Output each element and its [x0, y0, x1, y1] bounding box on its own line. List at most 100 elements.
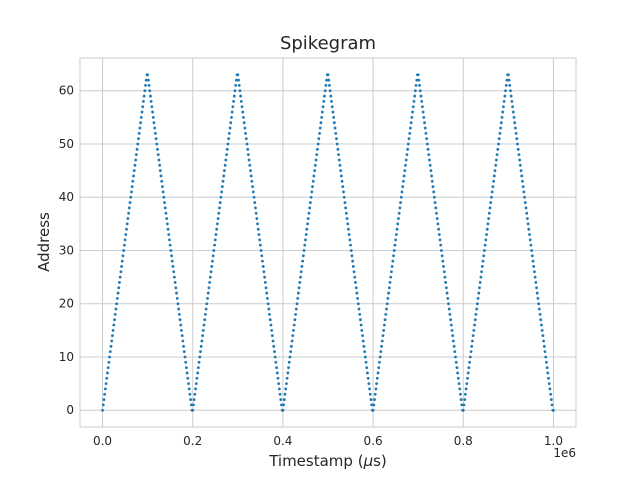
- spike-point: [351, 265, 355, 268]
- spike-point: [115, 302, 119, 306]
- spike-point: [400, 190, 404, 194]
- spike-point: [155, 142, 159, 146]
- spike-point: [239, 94, 243, 98]
- spike-point: [270, 334, 274, 338]
- spike-point: [322, 99, 326, 103]
- spike-point: [431, 185, 435, 188]
- spike-point: [501, 110, 505, 114]
- spike-point: [329, 94, 333, 98]
- spike-point: [232, 94, 236, 98]
- spike-point: [211, 259, 214, 263]
- spike-point: [158, 163, 162, 167]
- x-axis-label-suffix: s): [373, 452, 387, 470]
- spike-point: [219, 195, 223, 199]
- spike-point: [235, 78, 238, 82]
- spike-point: [366, 376, 370, 380]
- spike-point: [406, 142, 410, 146]
- spike-point: [449, 323, 453, 327]
- spike-point: [448, 312, 452, 316]
- spike-point: [269, 323, 273, 327]
- spike-point: [483, 249, 486, 252]
- spike-point: [538, 312, 542, 316]
- spike-point: [188, 392, 192, 396]
- y-tick-label: 30: [59, 243, 74, 257]
- spike-point: [462, 403, 466, 407]
- spike-point: [238, 89, 242, 93]
- spike-point: [323, 89, 327, 93]
- spike-point: [135, 147, 139, 151]
- spike-point: [132, 169, 136, 173]
- spike-point: [430, 179, 434, 183]
- spike-point: [514, 131, 518, 135]
- spike-point: [215, 222, 219, 226]
- spike-point: [423, 126, 427, 130]
- spike-point: [542, 344, 546, 348]
- spike-point: [445, 291, 449, 295]
- spike-point: [170, 259, 174, 263]
- spike-point: [341, 185, 345, 188]
- spike-point: [191, 408, 195, 412]
- spike-point: [418, 84, 421, 87]
- spike-point: [306, 217, 310, 220]
- spike-point: [325, 78, 328, 82]
- spike-point: [403, 169, 407, 173]
- spike-point: [404, 158, 408, 162]
- spike-point: [253, 201, 257, 204]
- spike-point: [215, 227, 219, 231]
- spike-point: [413, 94, 417, 98]
- spike-point: [228, 126, 232, 130]
- spike-point: [182, 350, 186, 354]
- spike-point: [177, 312, 181, 316]
- spike-point: [331, 110, 335, 114]
- spike-point: [205, 302, 209, 306]
- spike-point: [541, 334, 545, 338]
- spike-point: [237, 84, 241, 87]
- spike-point: [509, 89, 512, 93]
- spike-point: [392, 254, 395, 258]
- spike-point: [279, 398, 283, 401]
- spike-point: [351, 259, 355, 263]
- y-tick-label: 0: [66, 403, 74, 417]
- y-tick-label: 40: [59, 190, 74, 204]
- spike-point: [367, 382, 371, 386]
- spike-point: [112, 323, 116, 327]
- spike-point: [149, 94, 152, 98]
- spike-point: [106, 366, 110, 370]
- spike-point: [143, 89, 147, 93]
- spike-point: [432, 195, 436, 199]
- spike-point: [274, 360, 278, 364]
- plot-area: [79, 57, 577, 428]
- spike-point: [490, 195, 493, 199]
- spike-point: [223, 163, 227, 167]
- spike-point: [258, 238, 262, 242]
- spike-point: [142, 99, 145, 103]
- spike-point: [119, 270, 123, 274]
- spike-point: [423, 121, 426, 125]
- spike-point: [330, 99, 333, 103]
- spike-point: [416, 73, 420, 77]
- spike-point: [193, 392, 197, 396]
- spike-point: [473, 318, 477, 322]
- spike-point: [340, 179, 344, 183]
- spike-point: [533, 270, 536, 274]
- spike-point: [428, 158, 431, 162]
- spike-point: [256, 222, 259, 226]
- spike-point: [273, 355, 277, 359]
- spike-point: [361, 339, 365, 343]
- spike-point: [424, 131, 428, 135]
- spike-point: [394, 238, 398, 242]
- spike-point: [168, 243, 172, 247]
- spike-point: [158, 169, 162, 173]
- spike-point: [387, 286, 391, 290]
- spike-point: [477, 291, 481, 295]
- spike-point: [378, 355, 382, 359]
- spike-point: [251, 190, 255, 194]
- spike-point: [110, 339, 114, 343]
- spike-point: [358, 312, 362, 316]
- spike-point: [104, 382, 108, 386]
- spike-point: [545, 366, 549, 370]
- spike-point: [254, 211, 258, 215]
- spike-point: [282, 403, 286, 407]
- spike-point: [378, 360, 381, 364]
- spike-point: [549, 398, 553, 401]
